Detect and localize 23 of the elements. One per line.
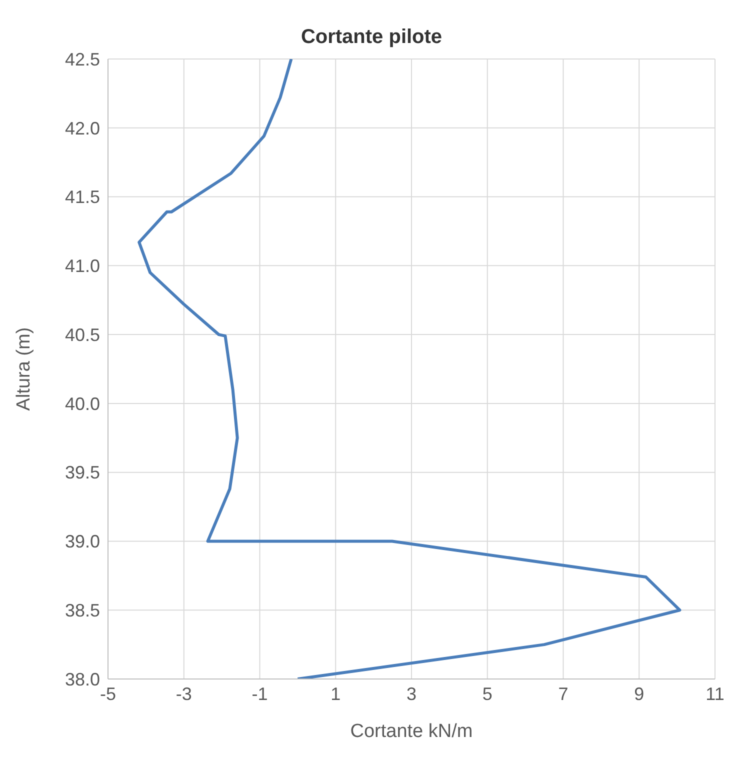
x-tick-label: 3 bbox=[406, 684, 417, 704]
y-tick-label: 39.0 bbox=[64, 532, 100, 552]
y-axis-title: Altura (m) bbox=[14, 327, 35, 411]
y-tick-label: 42.0 bbox=[64, 118, 100, 138]
y-tick-label: 40.0 bbox=[64, 394, 100, 414]
x-tick-label: 9 bbox=[634, 684, 644, 704]
x-tick-label: -1 bbox=[252, 684, 268, 704]
x-tick-label: -5 bbox=[100, 684, 116, 704]
y-tick-label: 41.0 bbox=[64, 256, 100, 276]
line-series bbox=[138, 59, 682, 679]
y-tick-label: 38.5 bbox=[64, 600, 100, 620]
x-tick-label: 1 bbox=[330, 684, 341, 704]
y-tick-label: 39.5 bbox=[64, 462, 100, 483]
x-axis-title: Cortante kN/m bbox=[350, 721, 473, 742]
x-tick-label: -3 bbox=[176, 684, 192, 704]
x-tick-label: 11 bbox=[706, 684, 724, 704]
chart-title: Cortante pilote bbox=[300, 25, 444, 49]
y-tick-label: 40.5 bbox=[64, 324, 100, 345]
x-tick-label: 7 bbox=[558, 684, 568, 704]
x-tick-label: 5 bbox=[482, 684, 492, 704]
y-tick-label: 38.0 bbox=[64, 669, 100, 690]
y-tick-label: 41.5 bbox=[64, 187, 100, 208]
y-tick-label: 42.5 bbox=[64, 49, 100, 70]
